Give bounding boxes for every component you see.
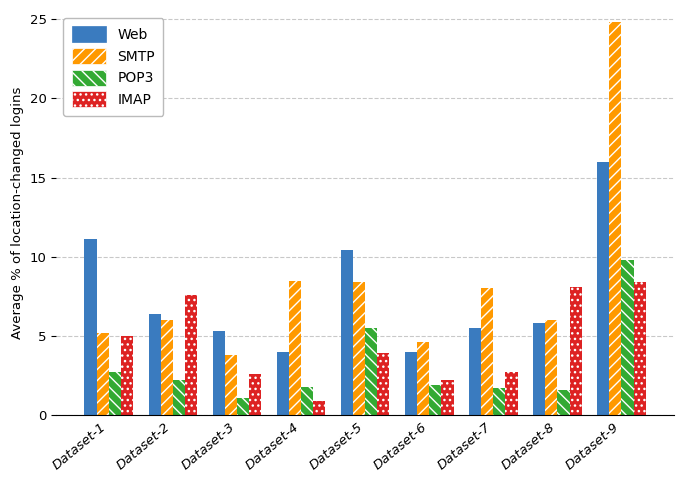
Bar (377, 354, 390, 415)
Bar (249, 374, 261, 415)
Bar (149, 314, 161, 415)
Bar (185, 295, 197, 415)
Bar (277, 352, 289, 415)
Bar (161, 320, 173, 415)
Bar (340, 250, 353, 415)
Bar (621, 260, 634, 415)
Bar (365, 328, 377, 415)
Bar (225, 355, 237, 415)
Bar (469, 328, 481, 415)
Bar (634, 282, 646, 415)
Bar (533, 323, 545, 415)
Bar (121, 336, 133, 415)
Bar (609, 22, 621, 415)
Bar (97, 333, 109, 415)
Bar (481, 288, 493, 415)
Bar (289, 281, 301, 415)
Bar (569, 287, 582, 415)
Bar (84, 239, 97, 415)
Bar (429, 385, 441, 415)
Bar (493, 388, 506, 415)
Bar (237, 398, 249, 415)
Bar (301, 387, 313, 415)
Bar (558, 390, 569, 415)
Bar (313, 401, 325, 415)
Bar (441, 380, 453, 415)
Legend: Web, SMTP, POP3, IMAP: Web, SMTP, POP3, IMAP (63, 18, 164, 115)
Bar (173, 380, 185, 415)
Bar (597, 162, 609, 415)
Bar (212, 331, 225, 415)
Bar (506, 372, 518, 415)
Bar (545, 320, 558, 415)
Bar (405, 352, 417, 415)
Bar (353, 282, 365, 415)
Bar (109, 372, 121, 415)
Bar (417, 342, 429, 415)
Y-axis label: Average % of location-changed logins: Average % of location-changed logins (11, 87, 24, 340)
